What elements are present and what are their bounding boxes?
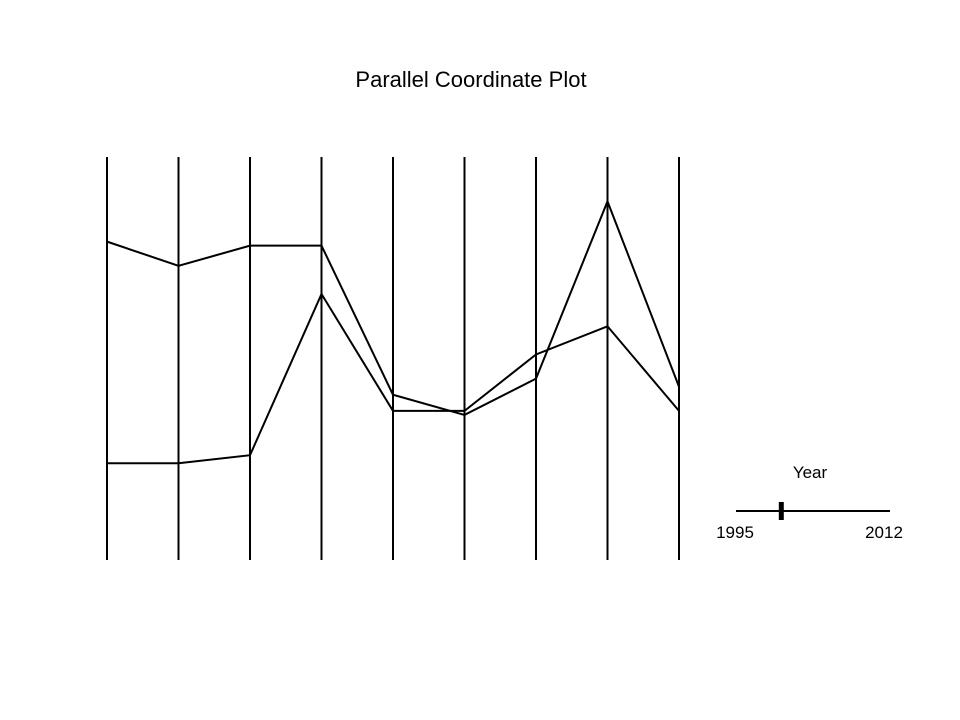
series-group: [106, 198, 680, 465]
slider-min-label: 1995: [716, 523, 754, 542]
series-line-1: [106, 198, 680, 416]
axes-group: [106, 157, 680, 560]
chart-title: Parallel Coordinate Plot: [355, 67, 586, 92]
series-line-2: [107, 291, 680, 465]
slider-max-label: 2012: [865, 523, 903, 542]
slider-label: Year: [793, 463, 828, 482]
year-slider[interactable]: Year 1995 2012: [716, 463, 903, 542]
